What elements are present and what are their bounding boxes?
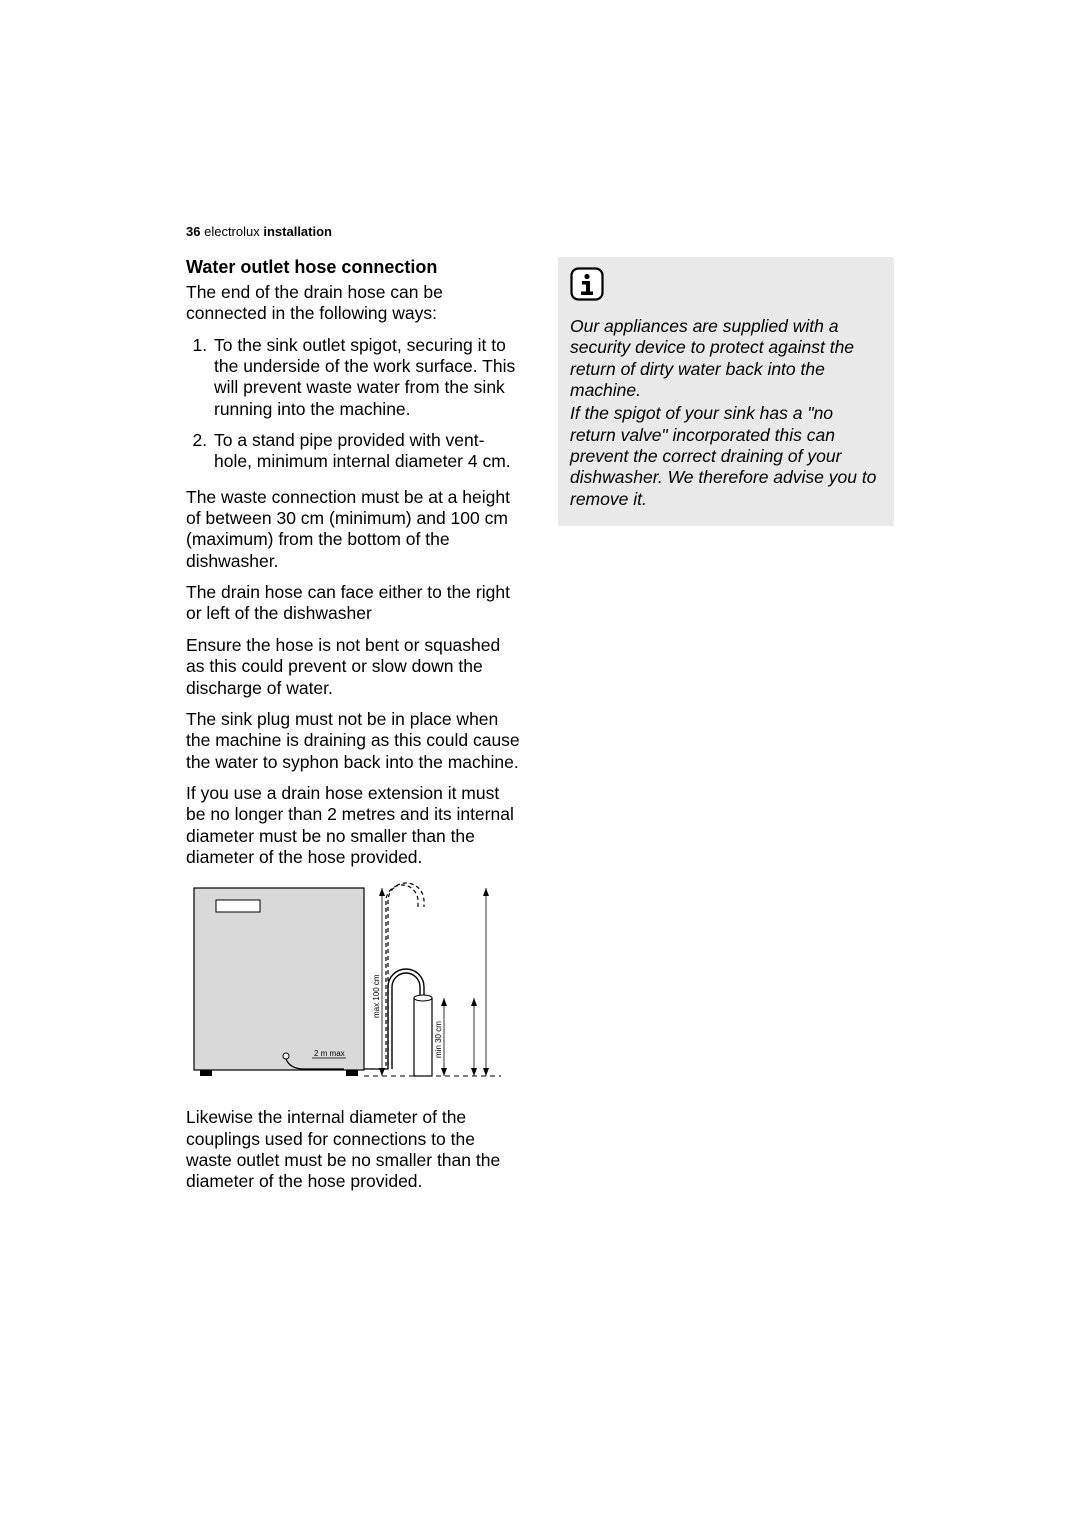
right-column: Our appliances are supplied with a secur… (558, 257, 894, 1203)
page-header: 36 electrolux installation (186, 224, 894, 239)
info-paragraph: Our appliances are supplied with a secur… (570, 316, 882, 401)
intro-paragraph: The end of the drain hose can be connect… (186, 282, 522, 325)
body-paragraph: The waste connection must be at a height… (186, 487, 522, 572)
list-item: To a stand pipe provided with vent-hole,… (212, 430, 522, 473)
left-column: Water outlet hose connection The end of … (186, 257, 522, 1203)
brand-name: electrolux (204, 224, 260, 239)
info-paragraph: If the spigot of your sink has a "no ret… (570, 403, 882, 510)
body-paragraph: Likewise the internal diameter of the co… (186, 1107, 522, 1192)
page-number: 36 (186, 224, 200, 239)
connection-options-list: To the sink outlet spigot, securing it t… (186, 335, 522, 473)
diagram-label-min-height: min 30 cm (434, 1021, 443, 1058)
info-box: Our appliances are supplied with a secur… (558, 257, 894, 526)
info-text: Our appliances are supplied with a secur… (570, 316, 882, 510)
body-paragraph: If you use a drain hose extension it mus… (186, 783, 522, 868)
info-icon (570, 267, 882, 306)
two-column-layout: Water outlet hose connection The end of … (186, 257, 894, 1203)
page: 36 electrolux installation Water outlet … (0, 0, 1080, 1203)
list-item: To the sink outlet spigot, securing it t… (212, 335, 522, 420)
body-paragraph: Ensure the hose is not bent or squashed … (186, 635, 522, 699)
body-paragraph: The drain hose can face either to the ri… (186, 582, 522, 625)
diagram-label-max-height: max 100 cm (372, 974, 381, 1018)
drain-hose-diagram: 2 m max (186, 878, 522, 1093)
body-paragraph: The sink plug must not be in place when … (186, 709, 522, 773)
section-heading: Water outlet hose connection (186, 257, 522, 278)
diagram-label-hose-length: 2 m max (314, 1049, 345, 1058)
section-name: installation (263, 224, 332, 239)
